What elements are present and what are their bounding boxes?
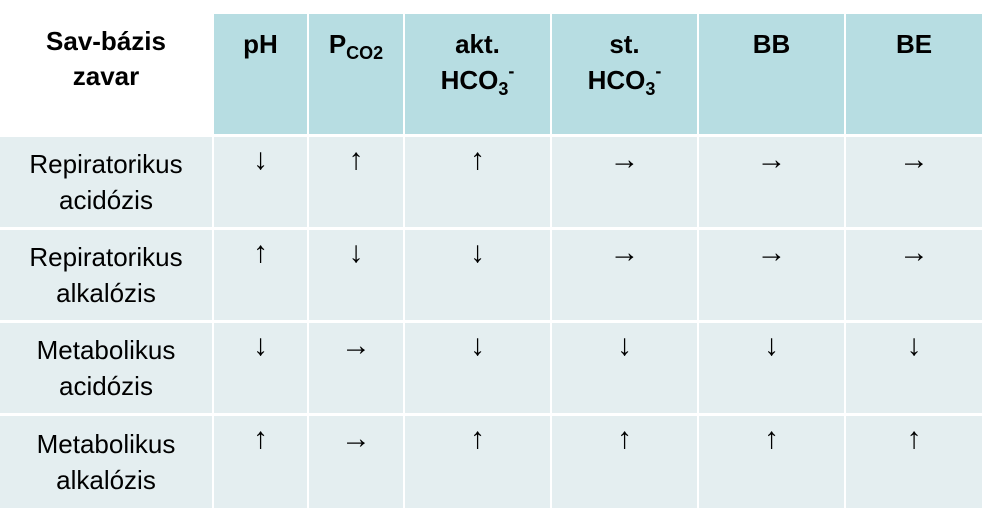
header-akt-subscript: 3 xyxy=(498,79,509,99)
header-akt-line1: akt. xyxy=(455,29,500,59)
header-bb: BB xyxy=(699,14,844,134)
header-be: BE xyxy=(846,14,982,134)
header-be-label: BE xyxy=(895,29,933,59)
header-akt-hco3: akt. HCO3- xyxy=(405,14,550,134)
table-cell-arrow: ↓ xyxy=(552,323,697,413)
header-st-main: HCO xyxy=(587,65,646,95)
table-cell-arrow: → xyxy=(552,137,697,227)
table-cell-arrow: → xyxy=(309,416,403,508)
row-label-metab-alkalosis: Metabolikus alkalózis xyxy=(0,416,212,508)
table-cell-arrow: ↓ xyxy=(405,323,550,413)
row-label-metab-acidosis: Metabolikus acidózis xyxy=(0,323,212,413)
table-cell-arrow: ↑ xyxy=(846,416,982,508)
row-label-resp-acidosis: Repiratorikus acidózis xyxy=(0,137,212,227)
table-cell-arrow: ↑ xyxy=(214,416,307,508)
table-cell-arrow: → xyxy=(699,137,844,227)
header-akt-main: HCO xyxy=(440,65,499,95)
corner-line-2: zavar xyxy=(72,61,140,91)
row-label-line-2: alkalózis xyxy=(56,465,156,495)
row-label-line-1: Metabolikus xyxy=(36,335,176,365)
row-label-line-2: acidózis xyxy=(59,371,153,401)
row-label-line-1: Repiratorikus xyxy=(29,242,183,272)
row-label-line-1: Metabolikus xyxy=(36,429,176,459)
table-cell-arrow: → xyxy=(846,137,982,227)
table-cell-arrow: ↓ xyxy=(214,137,307,227)
header-akt-superscript: - xyxy=(508,61,515,81)
table-cell-arrow: → xyxy=(309,323,403,413)
table-cell-arrow: → xyxy=(552,230,697,320)
table-cell-arrow: ↑ xyxy=(552,416,697,508)
header-bb-label: BB xyxy=(752,29,791,59)
header-pco2-subscript: CO2 xyxy=(346,43,384,63)
header-corner: Sav-bázis zavar xyxy=(0,14,212,134)
row-label-resp-alkalosis: Repiratorikus alkalózis xyxy=(0,230,212,320)
header-pco2: PCO2 xyxy=(309,14,403,134)
table-cell-arrow: ↑ xyxy=(405,416,550,508)
header-ph-label: pH xyxy=(243,29,278,59)
row-label-line-1: Repiratorikus xyxy=(29,149,183,179)
header-st-superscript: - xyxy=(655,61,662,81)
table-cell-arrow: ↓ xyxy=(846,323,982,413)
row-label-line-2: alkalózis xyxy=(56,278,156,308)
table-cell-arrow: ↓ xyxy=(699,323,844,413)
table-cell-arrow: ↓ xyxy=(309,230,403,320)
table-cell-arrow: ↑ xyxy=(405,137,550,227)
table-cell-arrow: ↓ xyxy=(405,230,550,320)
table-cell-arrow: ↑ xyxy=(699,416,844,508)
table-cell-arrow: → xyxy=(846,230,982,320)
header-st-subscript: 3 xyxy=(645,79,656,99)
table-cell-arrow: → xyxy=(699,230,844,320)
header-st-hco3: st. HCO3- xyxy=(552,14,697,134)
header-pco2-label: P xyxy=(328,29,347,59)
table-cell-arrow: ↓ xyxy=(214,323,307,413)
table-cell-arrow: ↑ xyxy=(214,230,307,320)
corner-line-1: Sav-bázis xyxy=(46,26,166,56)
row-label-line-2: acidózis xyxy=(59,185,153,215)
header-ph: pH xyxy=(214,14,307,134)
acid-base-table: Sav-bázis zavar pH PCO2 akt. HCO3- st. H… xyxy=(0,14,982,508)
header-st-line1: st. xyxy=(609,29,640,59)
table-cell-arrow: ↑ xyxy=(309,137,403,227)
